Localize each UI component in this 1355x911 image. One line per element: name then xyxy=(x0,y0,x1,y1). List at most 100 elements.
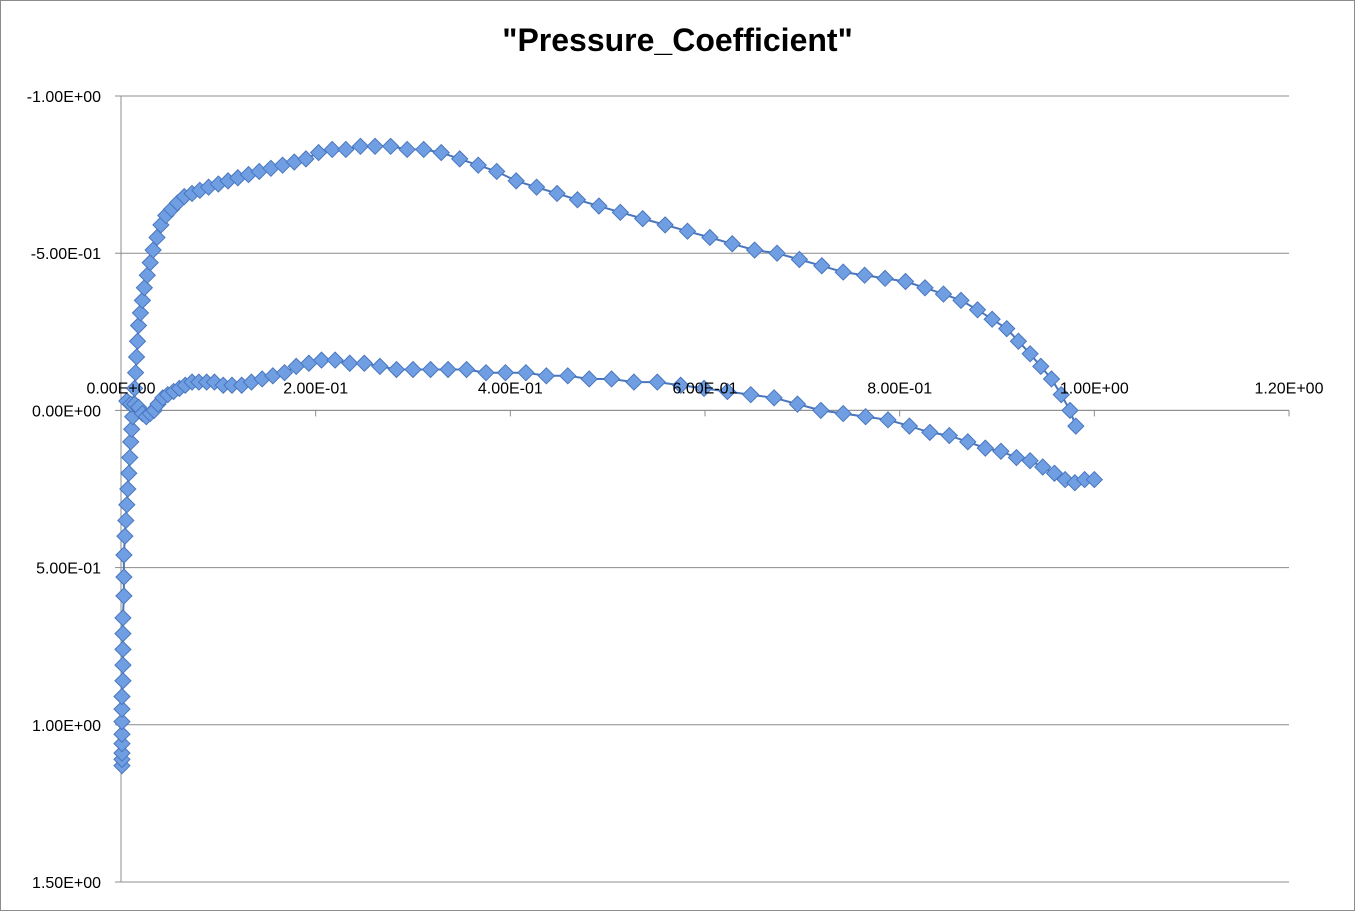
data-point xyxy=(300,354,318,372)
data-point xyxy=(113,725,131,743)
data-point xyxy=(127,348,146,366)
data-point xyxy=(765,389,783,407)
data-point xyxy=(371,357,389,376)
data-point xyxy=(718,382,737,401)
data-point xyxy=(366,137,384,156)
data-point xyxy=(1067,417,1085,435)
data-point xyxy=(398,140,416,159)
data-point xyxy=(469,156,487,174)
data-point xyxy=(432,143,450,162)
data-point xyxy=(813,257,831,275)
data-point xyxy=(656,216,674,234)
series-line xyxy=(121,145,1077,766)
data-point xyxy=(113,700,131,718)
data-point xyxy=(120,464,138,482)
data-point xyxy=(341,354,359,372)
data-point xyxy=(118,496,136,514)
data-point xyxy=(1007,448,1026,467)
data-point xyxy=(128,332,147,350)
data-point xyxy=(625,373,643,391)
data-point xyxy=(129,316,148,335)
data-point xyxy=(126,363,145,382)
data-point xyxy=(309,143,328,162)
data-point xyxy=(114,624,132,643)
data-point xyxy=(788,395,807,413)
data-point xyxy=(896,272,915,291)
data-point xyxy=(1009,332,1028,350)
data-point xyxy=(421,360,440,379)
data-point xyxy=(916,279,934,297)
data-point xyxy=(414,140,433,159)
data-point xyxy=(876,269,894,288)
data-point xyxy=(337,140,355,159)
y-tick-label: -5.00E-01 xyxy=(31,246,101,263)
data-point xyxy=(952,291,970,310)
label-layer: -1.00E+00 -5.00E-01 0.00E+00 5.00E-01 1.00E+… xyxy=(27,89,1324,892)
data-point xyxy=(855,266,874,284)
data-point xyxy=(1032,357,1050,376)
data-point xyxy=(297,150,315,168)
x-tick-label: 2.00E-01 xyxy=(283,380,348,397)
data-point xyxy=(968,301,987,319)
data-point xyxy=(590,197,608,215)
data-point xyxy=(992,442,1010,460)
data-point xyxy=(312,351,331,369)
data-point xyxy=(477,363,495,382)
data-point xyxy=(834,404,852,423)
y-tick-label: 1.00E+00 xyxy=(32,718,101,735)
data-point xyxy=(275,363,294,382)
data-point xyxy=(959,433,977,451)
data-point xyxy=(856,407,875,426)
data-point xyxy=(742,385,760,404)
data-point xyxy=(559,367,577,385)
data-point xyxy=(921,423,939,442)
data-point xyxy=(122,433,140,451)
series-layer xyxy=(113,137,1104,775)
data-point xyxy=(1042,370,1061,388)
x-tick-label: 1.00E+00 xyxy=(1060,380,1129,397)
data-point xyxy=(113,734,131,753)
data-point xyxy=(138,266,156,284)
data-point xyxy=(1045,464,1064,482)
chart-title: "Pressure_Coefficient" xyxy=(502,22,853,58)
data-point xyxy=(114,672,132,690)
y-tick-label: 5.00E-01 xyxy=(36,561,101,578)
data-point xyxy=(114,656,132,674)
data-point xyxy=(602,370,621,388)
data-point xyxy=(117,511,135,530)
data-point xyxy=(115,587,133,605)
x-tick-label: 0.00E+00 xyxy=(87,380,156,397)
data-point xyxy=(131,304,150,322)
data-point xyxy=(141,253,159,272)
data-point xyxy=(812,401,830,420)
axis-layer xyxy=(115,95,1290,883)
data-point xyxy=(1021,451,1039,470)
data-point xyxy=(113,687,131,706)
data-point xyxy=(457,360,476,379)
data-point xyxy=(133,291,152,310)
data-point xyxy=(900,417,919,435)
data-point xyxy=(1021,345,1039,363)
data-point xyxy=(527,178,546,196)
data-point xyxy=(834,263,852,281)
data-point xyxy=(487,162,506,181)
data-point xyxy=(678,222,697,240)
data-point xyxy=(934,285,953,303)
data-point xyxy=(517,363,535,382)
data-point xyxy=(113,712,131,731)
data-point xyxy=(439,360,457,379)
data-point xyxy=(381,137,400,156)
data-point xyxy=(633,209,652,228)
data-point xyxy=(611,203,630,222)
data-point xyxy=(976,439,995,457)
data-point xyxy=(1061,401,1079,420)
data-point xyxy=(496,363,515,382)
data-point xyxy=(790,250,809,269)
data-point xyxy=(326,351,344,369)
data-point xyxy=(351,137,370,156)
data-point xyxy=(114,640,132,659)
data-point xyxy=(701,228,719,247)
data-point xyxy=(1052,385,1070,404)
